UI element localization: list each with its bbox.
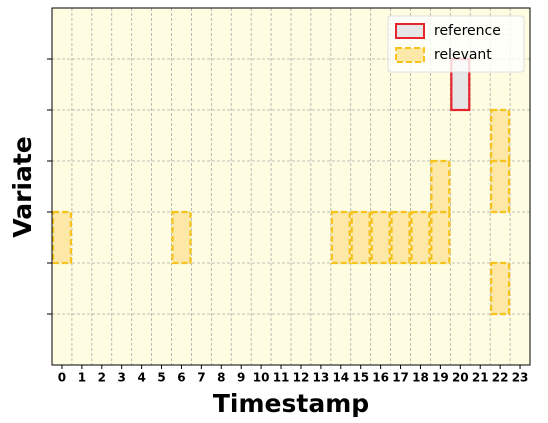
x-tick-label: 19 bbox=[432, 371, 449, 385]
x-tick-label: 6 bbox=[177, 371, 185, 385]
cell bbox=[370, 210, 391, 265]
cell bbox=[490, 261, 511, 316]
cell bbox=[390, 210, 411, 265]
x-tick-label: 5 bbox=[157, 371, 165, 385]
cell bbox=[51, 210, 73, 265]
cell bbox=[350, 210, 371, 265]
x-tick-label: 4 bbox=[137, 371, 145, 385]
x-tick-label: 0 bbox=[58, 371, 66, 385]
x-tick-label: 10 bbox=[253, 371, 270, 385]
cell bbox=[430, 210, 451, 265]
x-tick-label: 9 bbox=[237, 371, 245, 385]
cell bbox=[490, 159, 511, 214]
x-axis-title: Timestamp bbox=[213, 389, 369, 418]
x-tick-label: 14 bbox=[332, 371, 349, 385]
x-tick-label: 21 bbox=[472, 371, 489, 385]
x-tick-label: 11 bbox=[273, 371, 290, 385]
legend-label: relevant bbox=[434, 47, 492, 63]
x-tick-label: 3 bbox=[118, 371, 126, 385]
y-axis-title: Variate bbox=[8, 136, 37, 238]
x-tick-label: 20 bbox=[452, 371, 469, 385]
x-tick-label: 1 bbox=[78, 371, 86, 385]
x-tick-label: 18 bbox=[412, 371, 429, 385]
legend-swatch bbox=[395, 47, 425, 63]
x-tick-label: 8 bbox=[217, 371, 225, 385]
x-tick-label: 12 bbox=[293, 371, 310, 385]
x-tick-label: 17 bbox=[392, 371, 409, 385]
x-tick-label: 22 bbox=[492, 371, 509, 385]
cell bbox=[490, 108, 511, 163]
plot-frame bbox=[51, 7, 531, 366]
cell bbox=[410, 210, 431, 265]
x-tick-label: 15 bbox=[352, 371, 369, 385]
cell bbox=[330, 210, 351, 265]
legend-label: reference bbox=[434, 23, 501, 39]
x-tick-label: 2 bbox=[98, 371, 106, 385]
cell bbox=[171, 210, 192, 265]
legend-swatch bbox=[395, 23, 425, 39]
x-tick-label: 16 bbox=[372, 371, 389, 385]
x-tick-label: 7 bbox=[197, 371, 205, 385]
x-tick-label: 23 bbox=[512, 371, 529, 385]
x-tick-label: 13 bbox=[313, 371, 330, 385]
cell bbox=[430, 159, 451, 214]
